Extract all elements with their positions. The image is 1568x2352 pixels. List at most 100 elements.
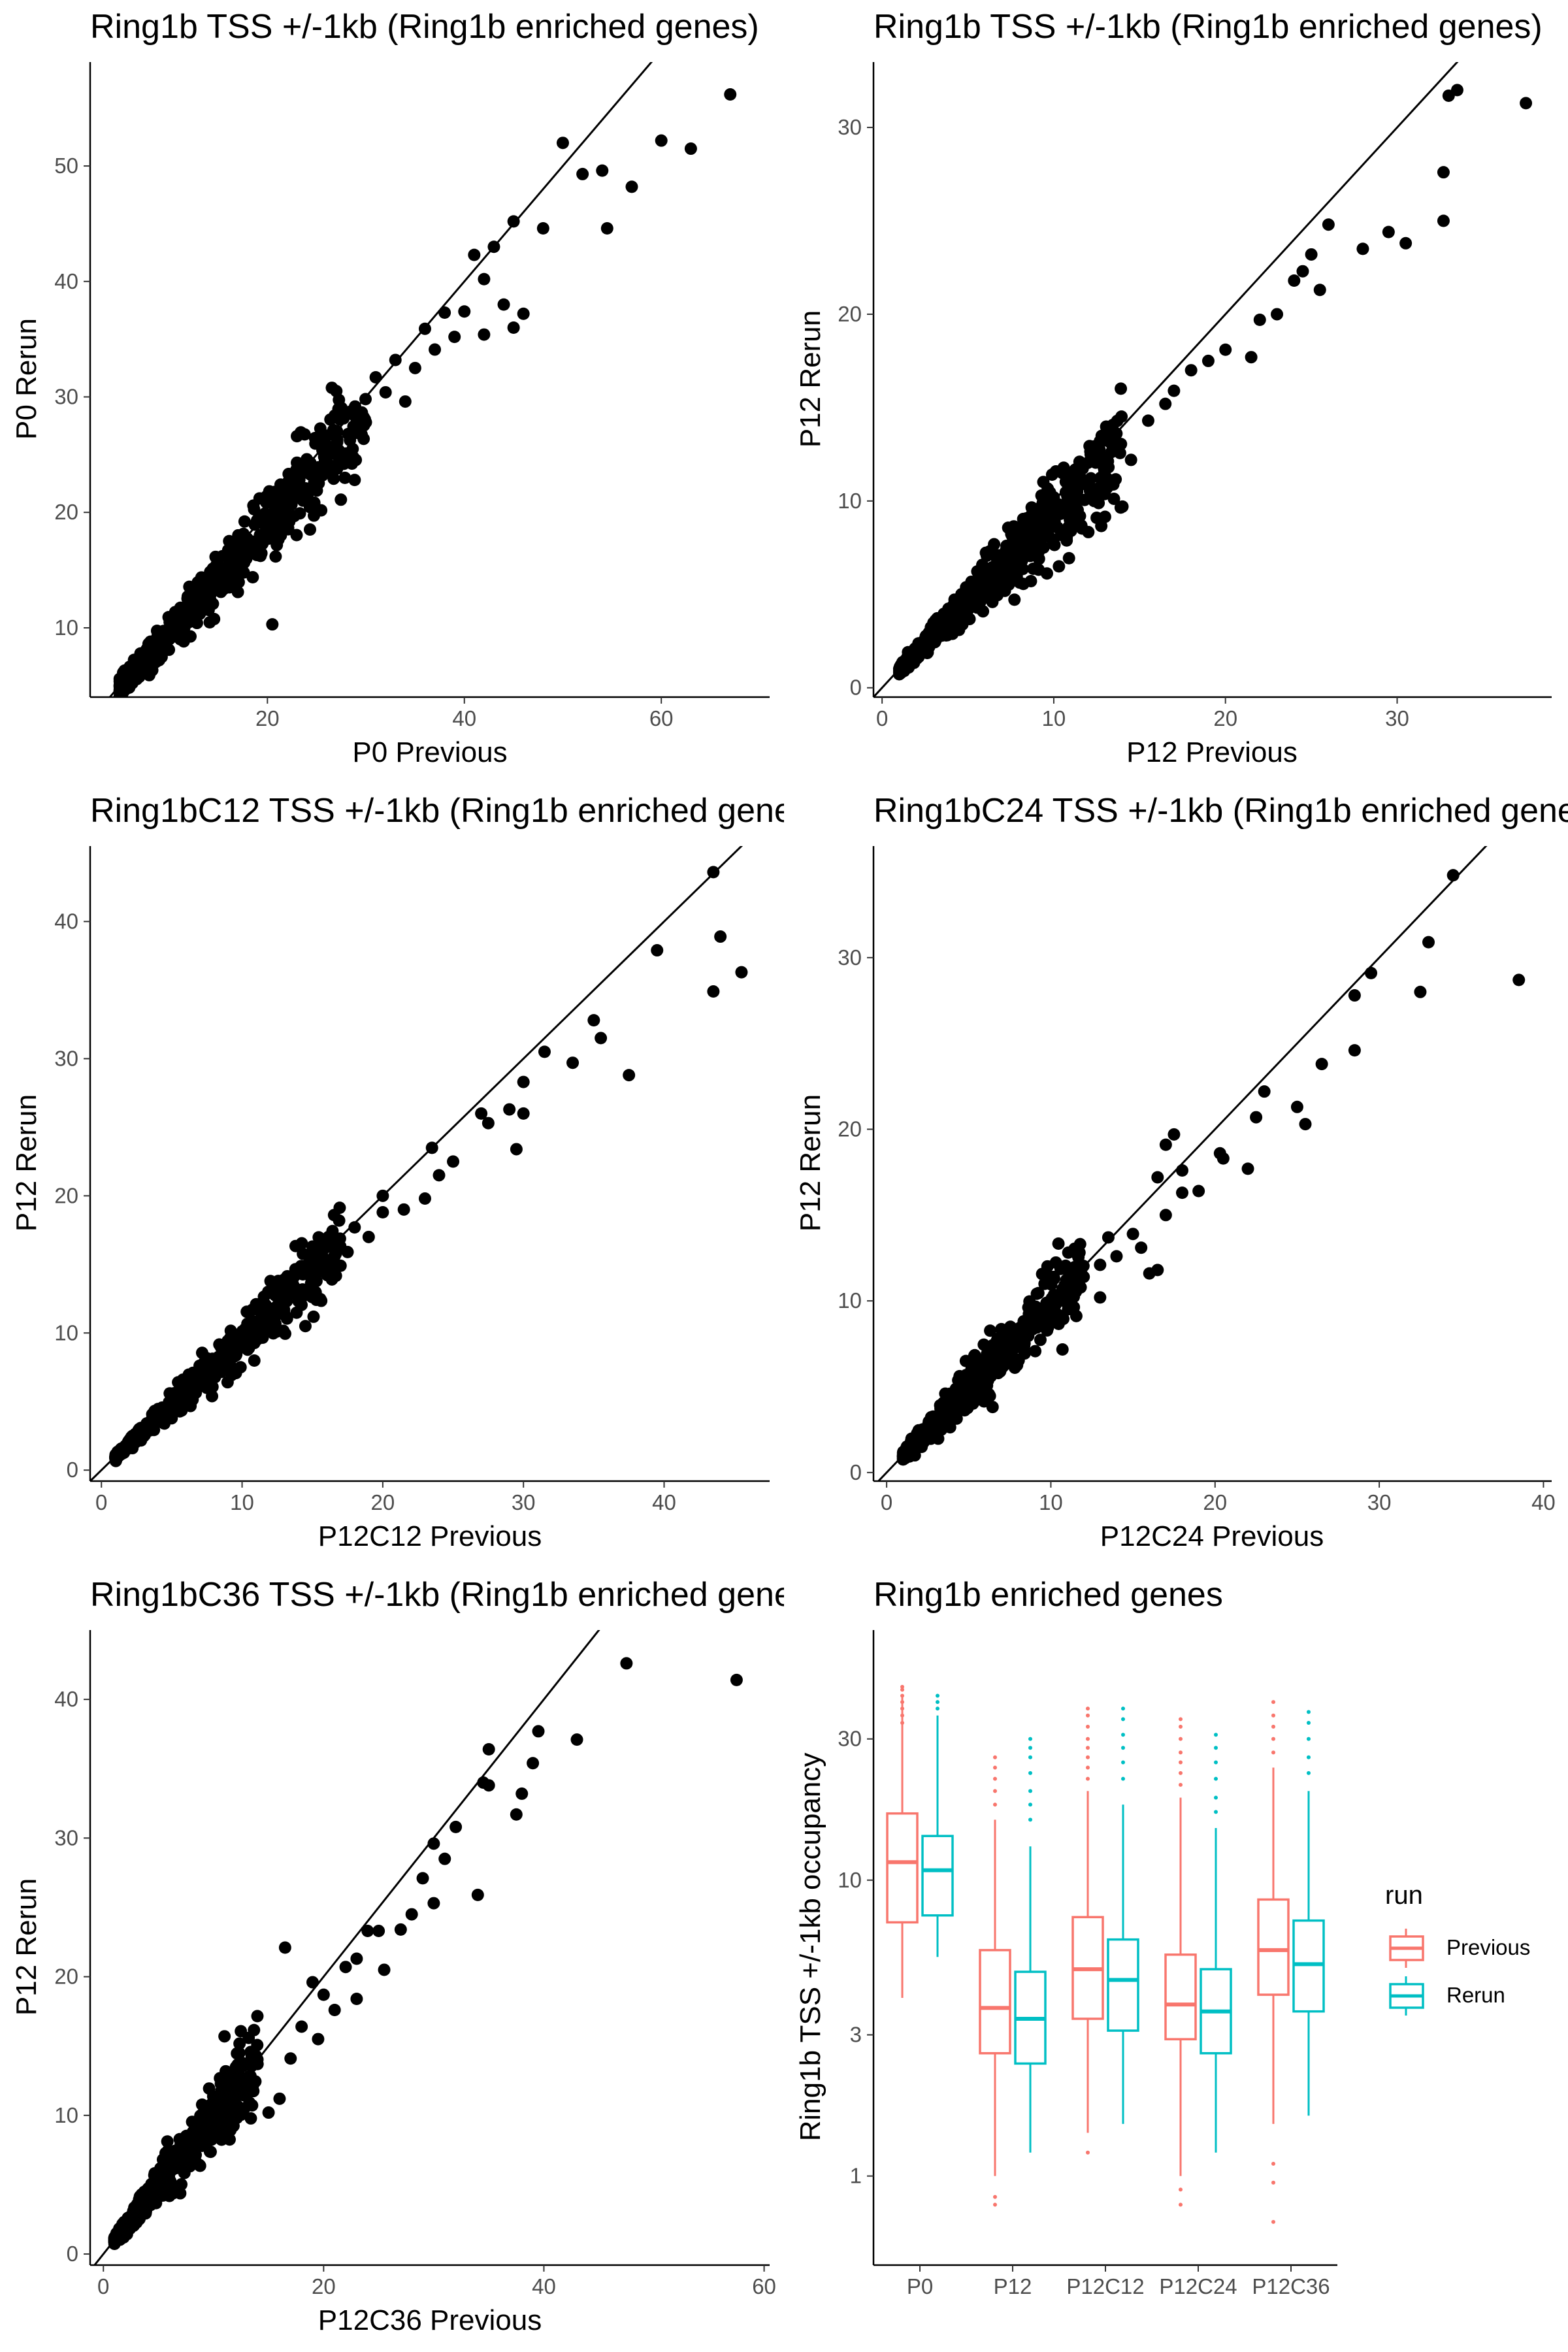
scatter2-point: [221, 1352, 235, 1365]
scatter4-point: [278, 1941, 291, 1954]
scatter0-point: [350, 411, 363, 424]
panel-p0: Ring1b TSS +/-1kb (Ring1b enriched genes…: [10, 8, 759, 768]
scatter1-point: [1064, 513, 1077, 526]
scatter0-point: [258, 515, 271, 529]
scatter0-point: [280, 508, 293, 521]
scatter3-point: [1047, 1271, 1060, 1284]
scatter0-point: [229, 565, 242, 578]
boxplot-outlier: [1214, 1795, 1218, 1800]
scatter2-point: [267, 1327, 280, 1340]
panel-p0-xlabel: P0 Previous: [352, 736, 507, 768]
panel-p12-title: Ring1b TSS +/-1kb (Ring1b enriched genes…: [874, 8, 1543, 46]
scatter4-point: [238, 2102, 251, 2115]
panel-p12c24-title: Ring1bC24 TSS +/-1kb (Ring1b enriched ge…: [874, 792, 1568, 830]
scatter0-point: [275, 521, 288, 534]
scatter3-point: [1028, 1320, 1041, 1333]
scatter2-point: [735, 966, 748, 979]
scatter2-point: [280, 1312, 293, 1325]
scatter0-point: [238, 538, 252, 551]
scatter0-point: [350, 453, 363, 466]
scatter2-point: [376, 1189, 389, 1202]
scatter1-point: [1073, 455, 1086, 468]
scatter2-point: [264, 1275, 277, 1288]
scatter0-point: [330, 385, 343, 398]
scatter4-point: [251, 2057, 264, 2070]
scatter2-y-tick-label: 30: [54, 1046, 78, 1070]
scatter0-y-tick-label: 30: [54, 385, 78, 409]
scatter0-point: [153, 653, 166, 666]
scatter1-point: [1159, 397, 1172, 410]
scatter1-point: [1008, 593, 1021, 606]
scatter4-point: [532, 1725, 545, 1738]
scatter2-point: [229, 1367, 242, 1380]
scatter2-point: [302, 1260, 315, 1273]
scatter1-point: [1141, 414, 1154, 427]
boxplot-box-rerun: [1014, 1846, 1047, 2153]
scatter0-point: [163, 644, 176, 657]
boxplot-outlier: [1121, 1717, 1125, 1722]
scatter2-point: [362, 1230, 375, 1243]
scatter2-point: [331, 1237, 344, 1250]
scatter3-point: [983, 1390, 996, 1403]
scatter3-y-tick-label: 0: [850, 1460, 862, 1484]
scatter3-point: [1241, 1162, 1254, 1175]
scatter3-point: [943, 1421, 956, 1434]
scatter3-point: [1159, 1209, 1172, 1222]
scatter3-point: [1414, 985, 1427, 998]
scatter0-point: [487, 240, 500, 253]
boxplot-outlier: [900, 1721, 904, 1725]
scatter4-point: [405, 1908, 418, 1921]
scatter0-point: [250, 548, 263, 561]
scatter2-point: [165, 1397, 178, 1411]
scatter2-point: [151, 1410, 164, 1423]
scatter3-point: [962, 1397, 975, 1410]
scatter1-point: [979, 580, 992, 593]
scatter0-point: [348, 474, 361, 487]
scatter0-point: [576, 167, 589, 180]
scatter0-point: [379, 385, 392, 399]
scatter1-point: [1002, 578, 1015, 591]
boxplot-outlier: [1121, 1776, 1125, 1781]
scatter0-y-tick-label: 40: [54, 269, 78, 293]
boxplot-box-previous: [1071, 1791, 1104, 2133]
boxplot-outlier: [993, 1789, 997, 1793]
scatter3-x-tick-label: 20: [1203, 1490, 1227, 1514]
boxplot-outlier: [900, 1684, 904, 1689]
scatter2-points: [109, 866, 748, 1467]
scatter1-point: [1322, 218, 1335, 231]
scatter3-point: [1038, 1277, 1051, 1290]
scatter1-point: [1000, 540, 1013, 553]
scatter1-point: [1002, 521, 1015, 534]
scatter0-point: [338, 471, 351, 484]
scatter4-point: [471, 1888, 484, 1901]
boxplot-outlier: [1307, 1755, 1311, 1759]
scatter1-point: [1184, 364, 1198, 377]
scatter4-point: [477, 1776, 490, 1789]
scatter2-point: [707, 866, 720, 879]
scatter1-point: [1053, 560, 1066, 573]
scatter1-point: [1078, 493, 1091, 506]
boxplot-outlier: [993, 2195, 997, 2199]
scatter4-point: [215, 2133, 228, 2146]
boxplot-box-rerun: [1292, 1791, 1325, 2116]
scatter3-point: [1315, 1058, 1328, 1071]
scatter1-point: [1100, 420, 1113, 433]
scatter4-point: [284, 2052, 297, 2065]
scatter0-point: [231, 585, 244, 598]
boxplot-outlier: [1214, 1746, 1218, 1750]
scatter3-point: [977, 1338, 990, 1351]
scatter3-point: [1056, 1343, 1069, 1356]
scatter2-point: [221, 1338, 235, 1351]
boxplot-outlier: [936, 1707, 939, 1711]
scatter0-point: [418, 322, 431, 335]
scatter4-point: [185, 2139, 198, 2152]
scatter0-point: [150, 624, 163, 637]
boxplot-outlier: [936, 1700, 939, 1705]
scatter3-point: [1061, 1286, 1074, 1299]
scatter4-point: [372, 1925, 385, 1938]
panel-p0-title: Ring1b TSS +/-1kb (Ring1b enriched genes…: [90, 8, 759, 46]
panel-p12c36: Ring1bC36 TSS +/-1kb (Ring1b enriched ge…: [10, 1576, 784, 2336]
scatter0-x-tick-label: 40: [452, 706, 476, 730]
scatter3-point: [1077, 1260, 1090, 1273]
